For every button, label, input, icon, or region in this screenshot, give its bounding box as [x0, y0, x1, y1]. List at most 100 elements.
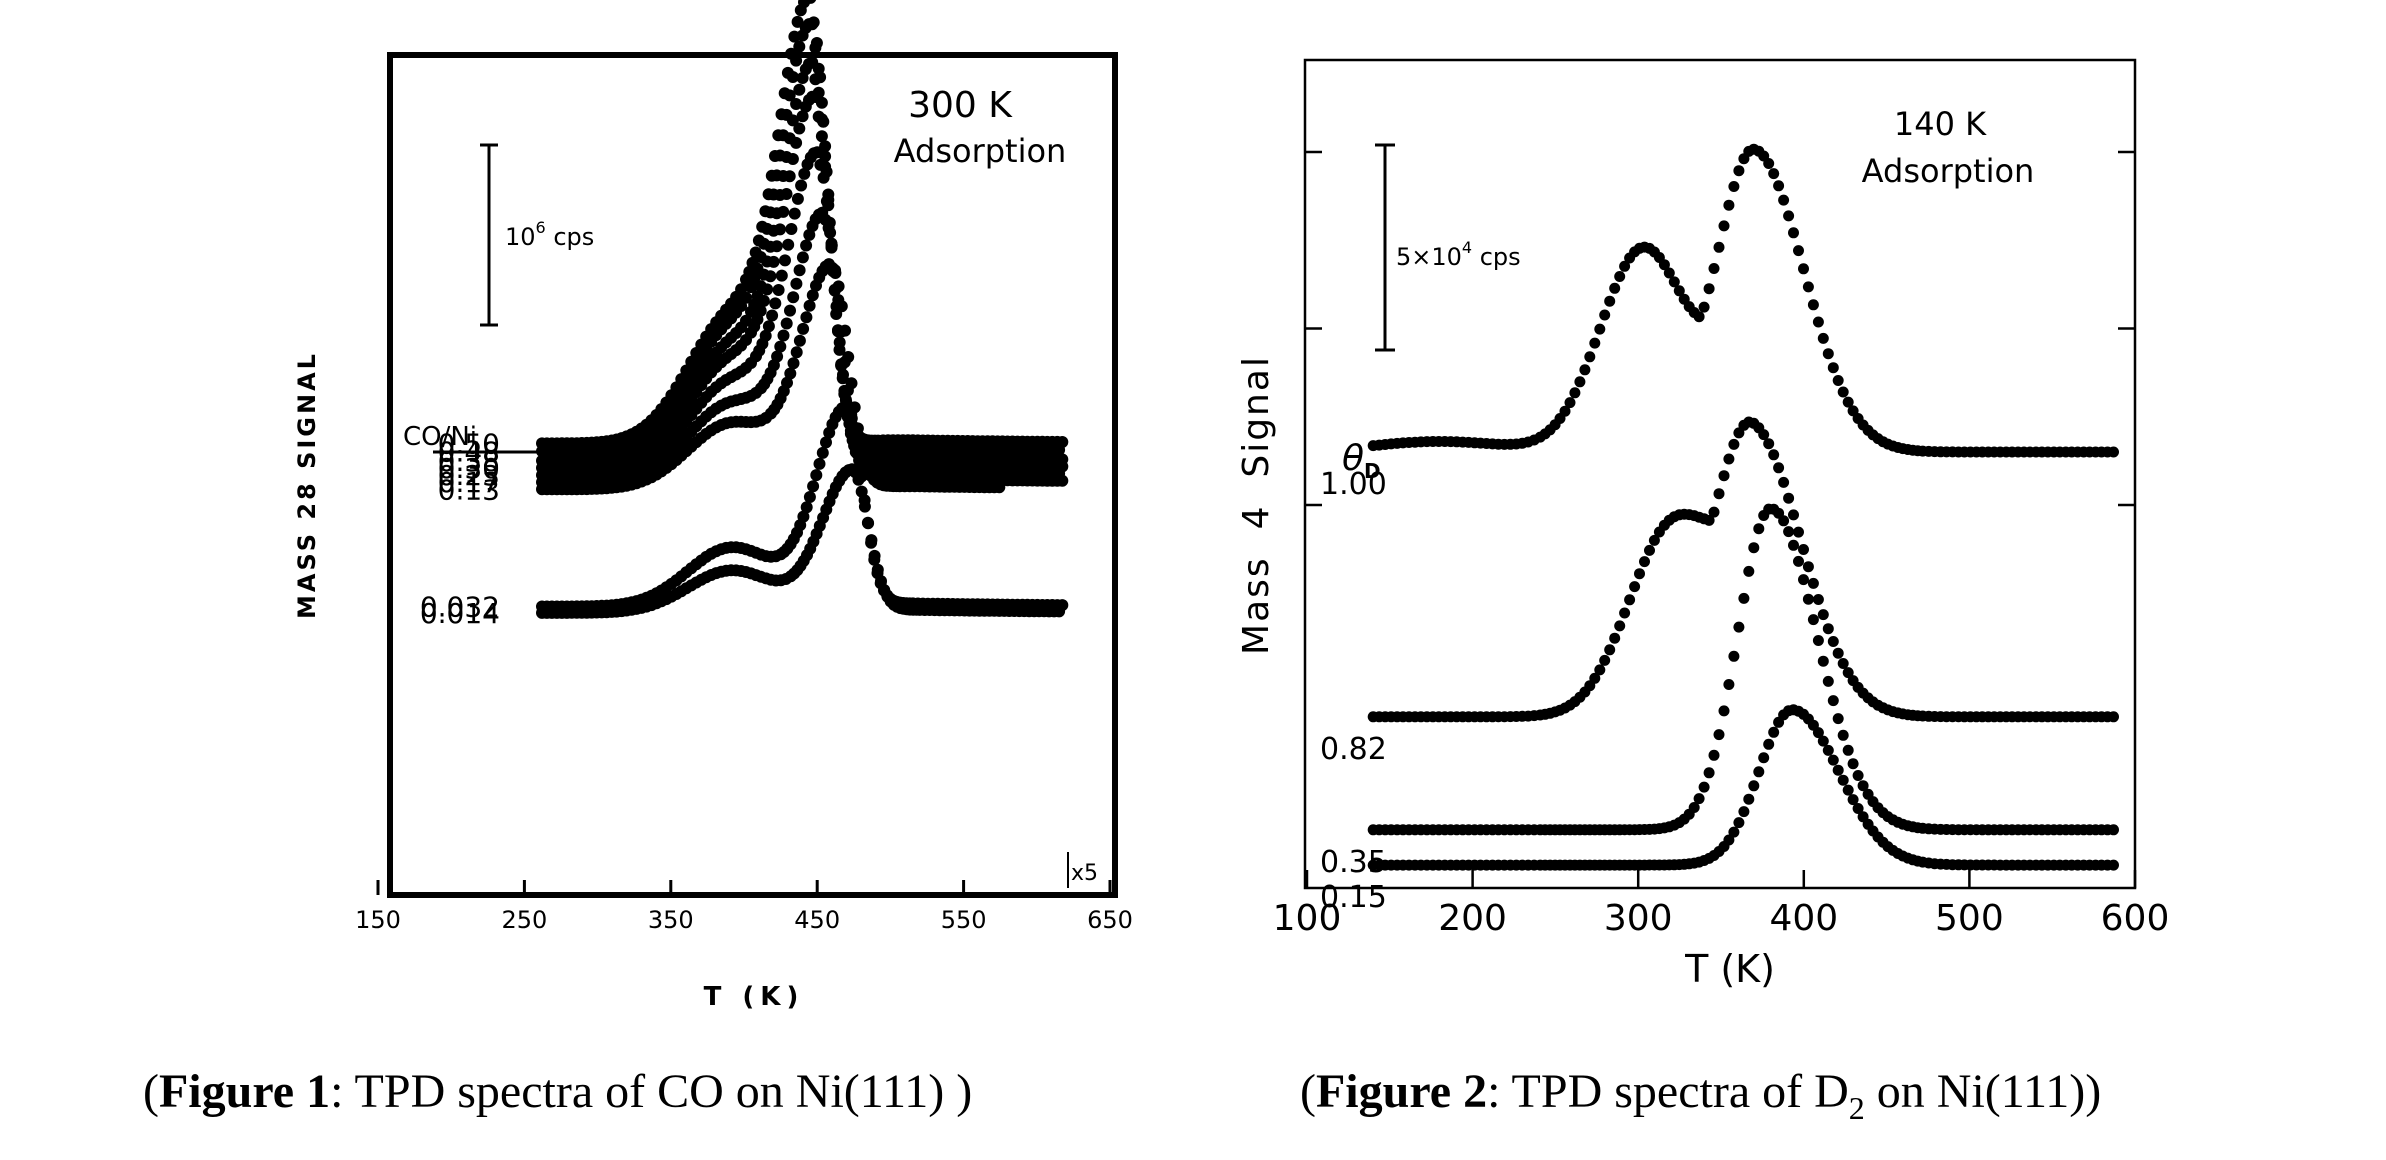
fig1-data-point [800, 311, 813, 324]
fig2-data-point [1837, 729, 1849, 741]
fig1-data-point [852, 447, 865, 460]
fig1-data-point [791, 192, 804, 205]
fig2-data-point [1827, 695, 1839, 707]
fig1-data-point [806, 18, 819, 31]
fig2-x-tick-labels: 100 200 300 400 500 600 [1273, 898, 2170, 939]
fig1-data-point [795, 179, 808, 192]
fig2-data-point [1827, 636, 1839, 647]
fig2-data-point [1718, 220, 1730, 232]
fig1-series-label: 0.48 [438, 435, 500, 468]
fig2-data-point [2108, 446, 2119, 458]
fig2-title: 140 K [1894, 105, 1987, 143]
fig1-series-label: 0.032 [420, 591, 500, 624]
fig2-data-point [1614, 620, 1626, 632]
fig2-data-point [1703, 767, 1715, 779]
fig2-data-point [1723, 679, 1735, 690]
fig1-data-point [813, 457, 826, 470]
fig2-data-point [1817, 332, 1829, 344]
fig2-data-point [1723, 453, 1735, 465]
fig2-data-point [1644, 544, 1655, 556]
fig1-data-point [806, 56, 819, 69]
fig1-data-point [793, 83, 806, 96]
fig2-data-point [1703, 514, 1715, 526]
fig2-series-label: 0.15 [1320, 880, 1387, 915]
fig1-series-0.032 [536, 400, 1069, 613]
fig2-data-point [1733, 621, 1745, 633]
fig2-data-point [1778, 476, 1790, 488]
fig1-data-point [868, 549, 881, 562]
fig2-data-point [1708, 506, 1720, 518]
fig2-data-point [2108, 824, 2119, 836]
fig2-data-point [1758, 752, 1770, 764]
fig1-data-point [772, 284, 785, 296]
fig1-series-label: 0.23 [438, 459, 500, 492]
fig2-data-point [1763, 738, 1775, 750]
fig2-data-point [1589, 672, 1601, 684]
fig2-subtitle: Adsorption [1862, 152, 2035, 190]
fig2-data-point [1822, 744, 1834, 756]
fig2-data-point [1619, 260, 1631, 272]
fig2-data-point [1604, 644, 1616, 656]
fig1-data-point [786, 153, 799, 165]
fig1-data-point [855, 485, 868, 498]
fig1-data-point [803, 491, 816, 503]
fig2-data-point [1579, 364, 1591, 376]
fig2-data-point [1842, 667, 1854, 679]
fig2-data-point [1758, 429, 1770, 441]
fig2-data-point [1798, 574, 1809, 586]
fig1-data-point [790, 54, 803, 67]
fig2-data-point [1807, 577, 1819, 589]
fig2-series-0.15 [1367, 704, 2119, 871]
fig1-data-point [777, 205, 790, 218]
fig1-data-point [786, 71, 799, 83]
fig2-data-point [1599, 309, 1611, 321]
fig1-series-label: 0.014 [420, 597, 500, 630]
fig2-data-point [1852, 770, 1864, 781]
fig1-data-point [862, 517, 875, 530]
fig1-data-point [865, 534, 878, 547]
fig1-data-point [1053, 605, 1066, 618]
fig2-data-point [1773, 462, 1785, 474]
fig2-data-point [1693, 311, 1705, 323]
fig2-data-point [1723, 199, 1735, 211]
fig2-series-0.82 [1367, 416, 2119, 723]
fig1-data-point [833, 336, 846, 349]
figure-1-chart: 150 250 350 450 550 650 T (K) MASS 28 SIGNAL … [293, 0, 1133, 1012]
fig1-series-label: 0.50 [438, 427, 500, 460]
fig2-data-point [1559, 405, 1571, 417]
fig2-x-tick-label: 300 [1604, 898, 1673, 939]
fig2-data-point [1832, 375, 1844, 386]
fig1-data-point [740, 291, 752, 304]
fig1-data-point [800, 239, 813, 252]
fig1-data-point [766, 309, 779, 322]
fig2-data-point [1584, 351, 1596, 363]
fig2-data-point [1698, 781, 1710, 793]
fig1-data-point [767, 255, 780, 268]
fig2-data-point [1728, 181, 1740, 192]
fig2-data-point [1748, 542, 1760, 554]
fig2-data-point [1842, 396, 1854, 408]
fig2-data-point [1817, 735, 1829, 747]
fig2-data-point [1812, 635, 1824, 646]
fig1-data-point [759, 329, 772, 342]
fig1-data-point [852, 473, 865, 486]
fig2-data-point [1668, 276, 1680, 288]
fig2-data-point [1783, 210, 1795, 222]
fig1-data-point [775, 269, 788, 282]
fig1-x-tick-labels: 150 250 350 450 550 650 [355, 906, 1133, 934]
fig1-scale-bar: 106 cps [480, 143, 594, 327]
fig2-x-ticks [1305, 870, 2137, 888]
fig2-data-point [1733, 165, 1745, 177]
figure-1-caption: (Figure 1: TPD spectra of CO on Ni(111) … [143, 1065, 972, 1118]
fig1-data-point [788, 207, 801, 220]
fig1-subtitle: Adsorption [894, 132, 1067, 170]
fig1-data-point [771, 350, 784, 363]
fig2-scale-bar: 5×104 cps [1375, 143, 1521, 352]
fig1-x-tick-label: 650 [1087, 906, 1133, 934]
fig1-x-tick-label: 250 [501, 906, 547, 934]
fig2-data-point [1812, 316, 1824, 328]
fig2-data-point [1807, 299, 1819, 311]
fig2-data-point [1743, 793, 1755, 805]
